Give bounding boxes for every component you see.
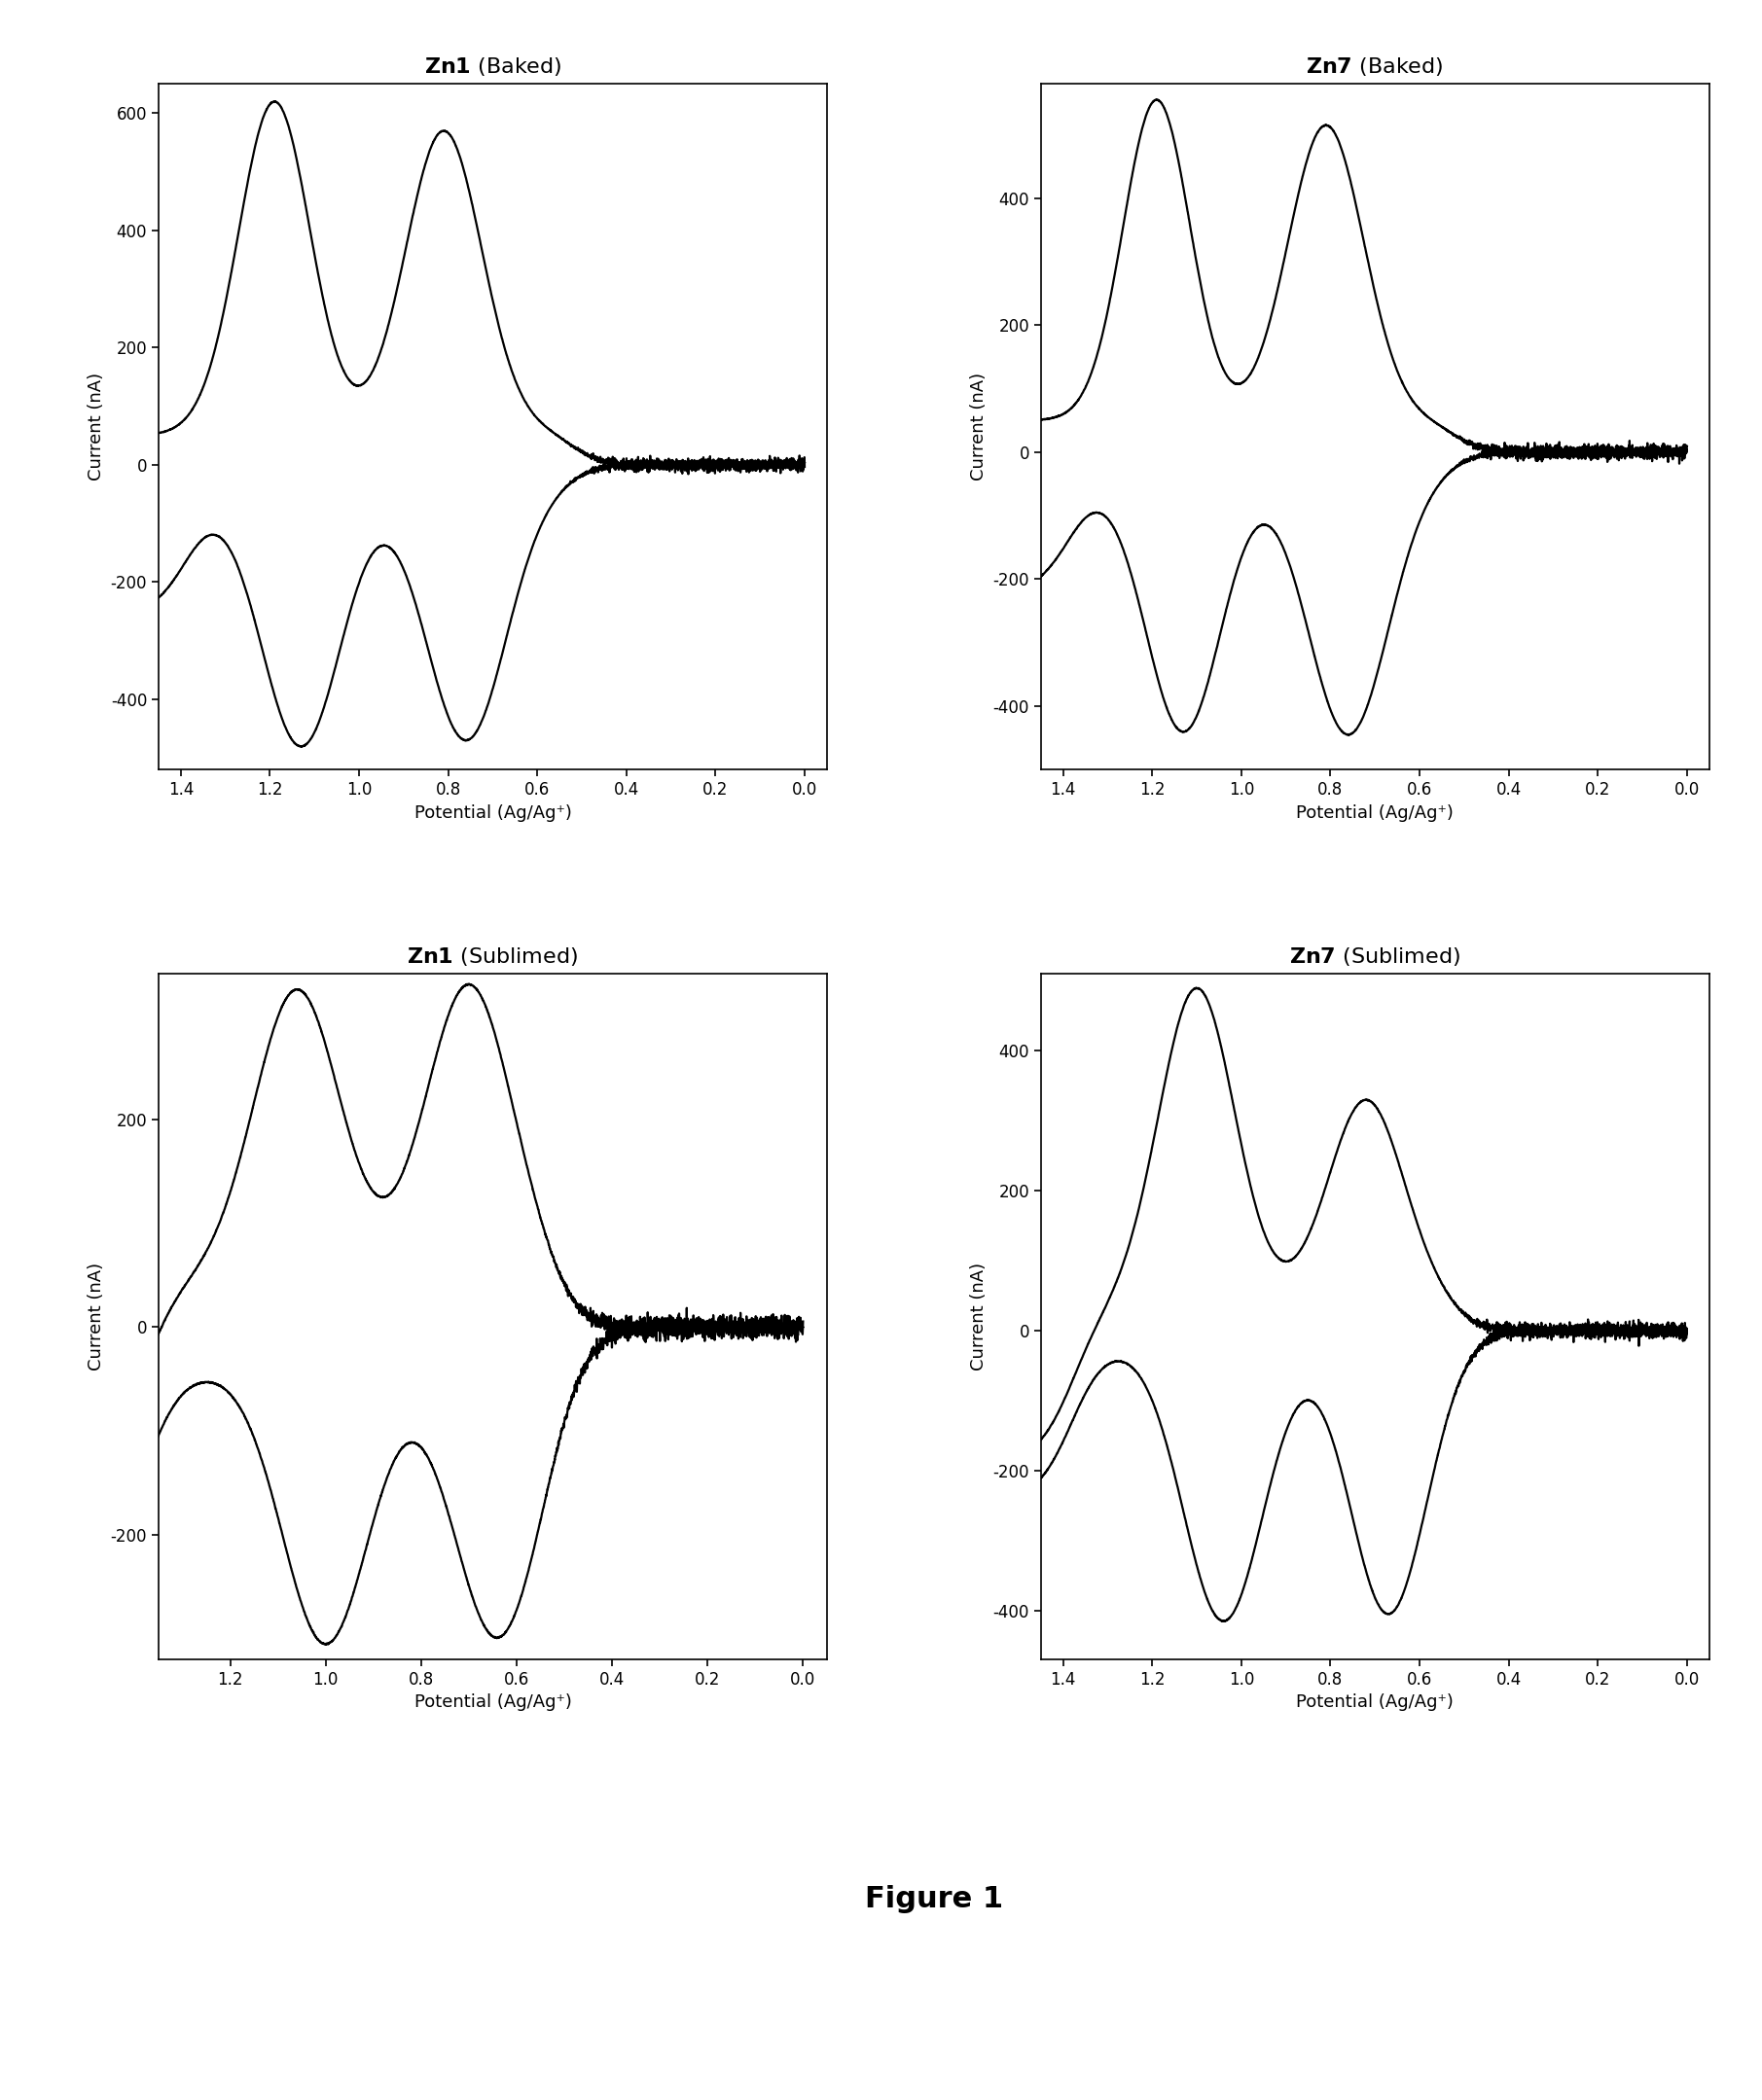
Text: Figure 1: Figure 1 <box>865 1886 1003 1913</box>
X-axis label: Potential (Ag/Ag⁺): Potential (Ag/Ag⁺) <box>1297 1695 1454 1712</box>
Title: $\mathbf{Zn1}$ (Baked): $\mathbf{Zn1}$ (Baked) <box>425 57 562 78</box>
Title: $\mathbf{Zn1}$ (Sublimed): $\mathbf{Zn1}$ (Sublimed) <box>407 945 578 968</box>
Title: $\mathbf{Zn7}$ (Sublimed): $\mathbf{Zn7}$ (Sublimed) <box>1290 945 1461 968</box>
X-axis label: Potential (Ag/Ag⁺): Potential (Ag/Ag⁺) <box>414 804 571 821</box>
Y-axis label: Current (nA): Current (nA) <box>88 1262 106 1371</box>
Title: $\mathbf{Zn7}$ (Baked): $\mathbf{Zn7}$ (Baked) <box>1306 57 1443 78</box>
X-axis label: Potential (Ag/Ag⁺): Potential (Ag/Ag⁺) <box>1297 804 1454 821</box>
Y-axis label: Current (nA): Current (nA) <box>969 1262 987 1371</box>
X-axis label: Potential (Ag/Ag⁺): Potential (Ag/Ag⁺) <box>414 1695 571 1712</box>
Y-axis label: Current (nA): Current (nA) <box>969 372 987 481</box>
Y-axis label: Current (nA): Current (nA) <box>88 372 106 481</box>
